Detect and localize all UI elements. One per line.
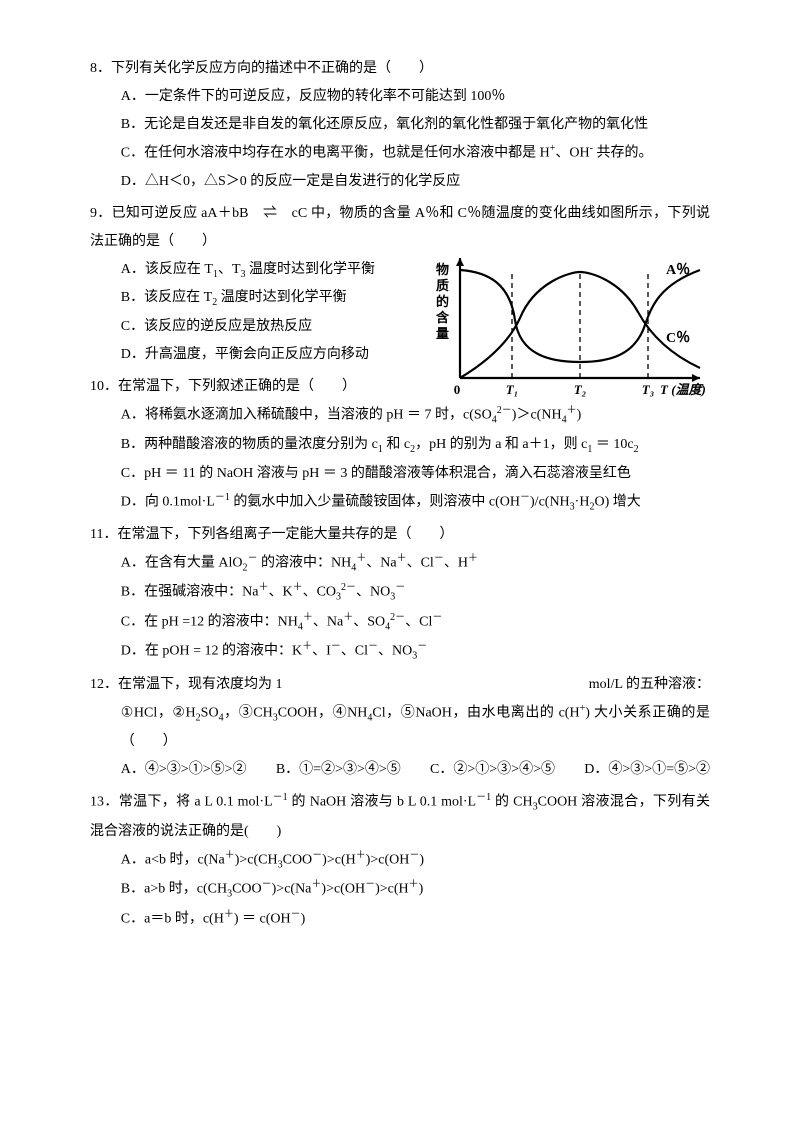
svg-text:A％: A％ [666, 262, 690, 278]
q11-B: B．在强碱溶液中：Na＋、K＋、CO32－、NO3－ [121, 578, 710, 607]
q12-body: ①HCl，②H2SO4，③CH3COOH，④NH4Cl，⑤NaOH，由水电离出的… [90, 699, 710, 784]
q8-A: A．一定条件下的可逆反应，反应物的转化率不可能达到 100％ [121, 83, 710, 111]
q12-stem: 12．在常温下，现有浓度均为 1 mol/L 的五种溶液： [90, 671, 710, 699]
svg-text:量: 量 [436, 326, 449, 341]
q10-D: D．向 0.1mol·L－1 的氨水中加入少量硫酸铵固体，则溶液中 c(OH－)… [121, 488, 710, 517]
svg-text:T₂: T₂ [574, 382, 586, 397]
svg-text:含: 含 [435, 310, 450, 325]
q10-C: C．pH ＝ 11 的 NaOH 溶液与 pH ＝ 3 的醋酸溶液等体积混合，滴… [121, 460, 710, 488]
svg-text:的: 的 [436, 294, 449, 309]
question-11: 11．在常温下，下列各组离子一定能大量共存的是（ ） A．在含有大量 AlO2－… [90, 521, 710, 667]
q8-B: B．无论是自发还是非自发的氧化还原反应，氧化剂的氧化性都强于氧化产物的氧化性 [121, 111, 710, 139]
q8-stem: 8．下列有关化学反应方向的描述中不正确的是（ ） [90, 55, 710, 83]
q9-options: A．该反应在 T1、T3 温度时达到化学平衡 B．该反应在 T2 温度时达到化学… [90, 256, 441, 370]
svg-text:质: 质 [436, 278, 449, 293]
svg-text:0: 0 [454, 382, 461, 397]
question-13: 13．常温下，将 a L 0.1 mol·L－1 的 NaOH 溶液与 b L … [90, 788, 710, 933]
q13-A: A．a<b 时，c(Na＋)>c(CH3COO－)>c(H＋)>c(OH－) [121, 846, 710, 875]
q8-C: C．在任何水溶液中均存在水的电离平衡，也就是任何水溶液中都是 H+、OH- 共存… [121, 139, 710, 168]
q9-stem: 9．已知可逆反应 aA＋bB ⇌ cC 中，物质的含量 A％和 C％随温度的变化… [90, 200, 710, 256]
q11-D: D．在 pOH = 12 的溶液中：K＋、I－、Cl－、NO3－ [121, 637, 710, 666]
q9-A: A．该反应在 T1、T3 温度时达到化学平衡 [121, 256, 441, 285]
question-8: 8．下列有关化学反应方向的描述中不正确的是（ ） A．一定条件下的可逆反应，反应… [90, 55, 710, 196]
q9-D: D．升高温度，平衡会向正反应方向移动 [121, 341, 441, 369]
q12-solutions: ①HCl，②H2SO4，③CH3COOH，④NH4Cl，⑤NaOH，由水电离出的… [121, 699, 710, 756]
q13-C: C．a＝b 时，c(H＋) ＝ c(OH－) [121, 905, 710, 934]
q13-stem: 13．常温下，将 a L 0.1 mol·L－1 的 NaOH 溶液与 b L … [90, 788, 710, 845]
q9-B: B．该反应在 T2 温度时达到化学平衡 [121, 284, 441, 313]
q12-C: C．②>①>③>④>⑤ [430, 756, 555, 784]
svg-text:物: 物 [436, 262, 449, 277]
q10-A: A．将稀氨水逐滴加入稀硫酸中，当溶液的 pH ＝ 7 时，c(SO42－)＞c(… [121, 401, 710, 430]
q11-stem: 11．在常温下，下列各组离子一定能大量共存的是（ ） [90, 521, 710, 549]
q11-options: A．在含有大量 AlO2－ 的溶液中：NH4＋、Na＋、Cl－、H＋ B．在强碱… [90, 549, 710, 667]
q8-options: A．一定条件下的可逆反应，反应物的转化率不可能达到 100％ B．无论是自发还是… [90, 83, 710, 196]
svg-text:T₁: T₁ [506, 382, 518, 397]
q9-C: C．该反应的逆反应是放热反应 [121, 313, 441, 341]
q13-B: B．a>b 时，c(CH3COO－)>c(Na＋)>c(OH－)>c(H＋) [121, 875, 710, 904]
q12-options: A．④>③>①>⑤>② B．①=②>③>④>⑤ C．②>①>③>④>⑤ D．④>… [121, 756, 710, 784]
q12-D: D．④>③>①=⑤>② [584, 756, 710, 784]
question-12: 12．在常温下，现有浓度均为 1 mol/L 的五种溶液： ①HCl，②H2SO… [90, 671, 710, 784]
q8-D: D．△H＜0，△S＞0 的反应一定是自发进行的化学反应 [121, 168, 710, 196]
svg-text:T₃: T₃ [642, 382, 654, 397]
q10-options: A．将稀氨水逐滴加入稀硫酸中，当溶液的 pH ＝ 7 时，c(SO42－)＞c(… [90, 401, 710, 517]
q10-B: B．两种醋酸溶液的物质的量浓度分别为 c1 和 c2，pH 的别为 a 和 a＋… [121, 431, 710, 460]
q12-B: B．①=②>③>④>⑤ [276, 756, 401, 784]
q9-chart: 物质的含量 A％ C％ 0 T₁ T₂ T₃ T (温度) [420, 250, 710, 400]
q11-A: A．在含有大量 AlO2－ 的溶液中：NH4＋、Na＋、Cl－、H＋ [121, 549, 710, 578]
q12-A: A．④>③>①>⑤>② [121, 756, 247, 784]
svg-text:T (温度): T (温度) [660, 382, 706, 397]
q13-options: A．a<b 时，c(Na＋)>c(CH3COO－)>c(H＋)>c(OH－) B… [90, 846, 710, 934]
svg-text:C％: C％ [666, 330, 690, 346]
q11-C: C．在 pH =12 的溶液中：NH4＋、Na＋、SO42－、Cl－ [121, 608, 710, 637]
question-9: 9．已知可逆反应 aA＋bB ⇌ cC 中，物质的含量 A％和 C％随温度的变化… [90, 200, 710, 370]
